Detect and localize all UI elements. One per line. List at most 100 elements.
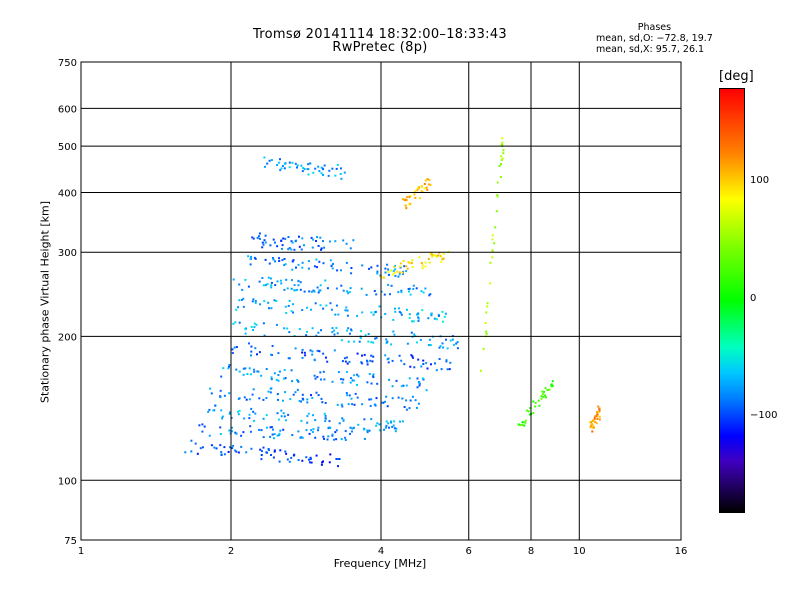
data-point bbox=[421, 267, 424, 270]
data-point bbox=[523, 424, 526, 427]
data-point bbox=[306, 330, 308, 333]
data-point bbox=[434, 254, 437, 257]
data-point bbox=[209, 387, 212, 390]
data-point bbox=[365, 293, 368, 296]
data-point bbox=[242, 367, 245, 370]
data-point bbox=[430, 312, 433, 315]
data-point bbox=[258, 280, 261, 283]
data-point bbox=[394, 274, 397, 277]
data-point bbox=[264, 241, 267, 244]
data-point bbox=[392, 273, 395, 276]
data-point bbox=[391, 426, 394, 428]
data-point bbox=[314, 167, 317, 170]
data-point bbox=[256, 236, 259, 239]
data-point bbox=[319, 304, 322, 307]
data-point bbox=[316, 375, 319, 378]
data-point bbox=[250, 354, 252, 357]
data-point bbox=[307, 267, 310, 270]
data-point bbox=[347, 292, 350, 295]
data-point bbox=[351, 379, 354, 382]
data-point bbox=[399, 265, 401, 268]
data-point bbox=[278, 257, 280, 260]
data-point bbox=[501, 141, 504, 144]
data-point bbox=[424, 287, 427, 290]
data-point bbox=[401, 420, 404, 423]
data-point bbox=[335, 438, 338, 441]
data-point bbox=[250, 447, 253, 450]
data-point bbox=[408, 196, 411, 198]
data-point bbox=[303, 351, 306, 354]
data-point bbox=[253, 326, 256, 329]
data-point bbox=[435, 255, 438, 258]
data-point bbox=[374, 337, 377, 340]
data-point bbox=[249, 425, 252, 428]
data-point bbox=[363, 353, 366, 356]
data-point bbox=[442, 252, 445, 255]
data-point bbox=[263, 156, 266, 159]
data-point bbox=[311, 350, 314, 353]
data-point bbox=[335, 429, 338, 432]
data-point bbox=[288, 357, 291, 360]
data-point bbox=[498, 165, 501, 167]
data-point bbox=[324, 402, 327, 404]
data-point bbox=[345, 306, 348, 309]
data-point bbox=[596, 411, 598, 413]
data-point bbox=[417, 402, 420, 405]
data-point bbox=[421, 309, 424, 312]
data-point bbox=[287, 236, 290, 238]
data-point bbox=[437, 315, 440, 317]
data-point bbox=[314, 302, 317, 305]
data-point bbox=[254, 347, 257, 350]
data-point bbox=[336, 403, 339, 406]
data-point bbox=[347, 403, 350, 406]
data-point bbox=[258, 235, 260, 238]
data-point bbox=[403, 363, 406, 366]
data-point bbox=[329, 453, 332, 456]
data-point bbox=[266, 283, 269, 286]
data-point bbox=[402, 273, 404, 275]
data-point bbox=[272, 428, 274, 431]
data-point bbox=[284, 450, 287, 453]
data-point bbox=[408, 407, 411, 410]
data-point bbox=[283, 327, 286, 330]
data-point bbox=[250, 407, 253, 410]
data-point bbox=[346, 370, 348, 373]
data-point bbox=[265, 451, 268, 454]
data-point bbox=[438, 346, 441, 349]
data-point bbox=[232, 322, 235, 325]
data-point bbox=[297, 430, 300, 433]
data-point bbox=[345, 242, 348, 245]
data-point bbox=[346, 309, 349, 312]
data-point bbox=[366, 360, 369, 363]
data-point bbox=[219, 433, 222, 435]
data-point bbox=[243, 417, 246, 420]
data-point bbox=[262, 446, 265, 449]
data-point bbox=[201, 446, 204, 449]
data-point bbox=[322, 435, 325, 438]
y-axis-label: Stationary phase Virtual Height [km] bbox=[38, 200, 52, 404]
data-point bbox=[318, 170, 321, 173]
data-point bbox=[288, 247, 291, 249]
data-point bbox=[376, 382, 379, 385]
data-point bbox=[372, 376, 375, 379]
data-point bbox=[331, 380, 334, 383]
data-point bbox=[233, 346, 236, 349]
data-point bbox=[500, 158, 503, 161]
data-point bbox=[296, 164, 299, 167]
data-point bbox=[340, 269, 342, 272]
data-point bbox=[387, 422, 390, 425]
y-tick-label: 75 bbox=[64, 536, 77, 547]
data-point bbox=[593, 416, 596, 419]
data-point bbox=[252, 329, 254, 331]
data-point bbox=[427, 183, 430, 186]
data-point bbox=[280, 409, 283, 412]
data-point bbox=[262, 243, 265, 246]
data-point bbox=[378, 423, 381, 426]
data-point bbox=[306, 401, 309, 404]
data-point bbox=[383, 428, 386, 431]
data-point bbox=[363, 418, 366, 421]
data-point bbox=[484, 322, 487, 324]
data-point bbox=[384, 400, 386, 403]
data-point bbox=[300, 248, 303, 251]
data-point bbox=[356, 373, 359, 376]
